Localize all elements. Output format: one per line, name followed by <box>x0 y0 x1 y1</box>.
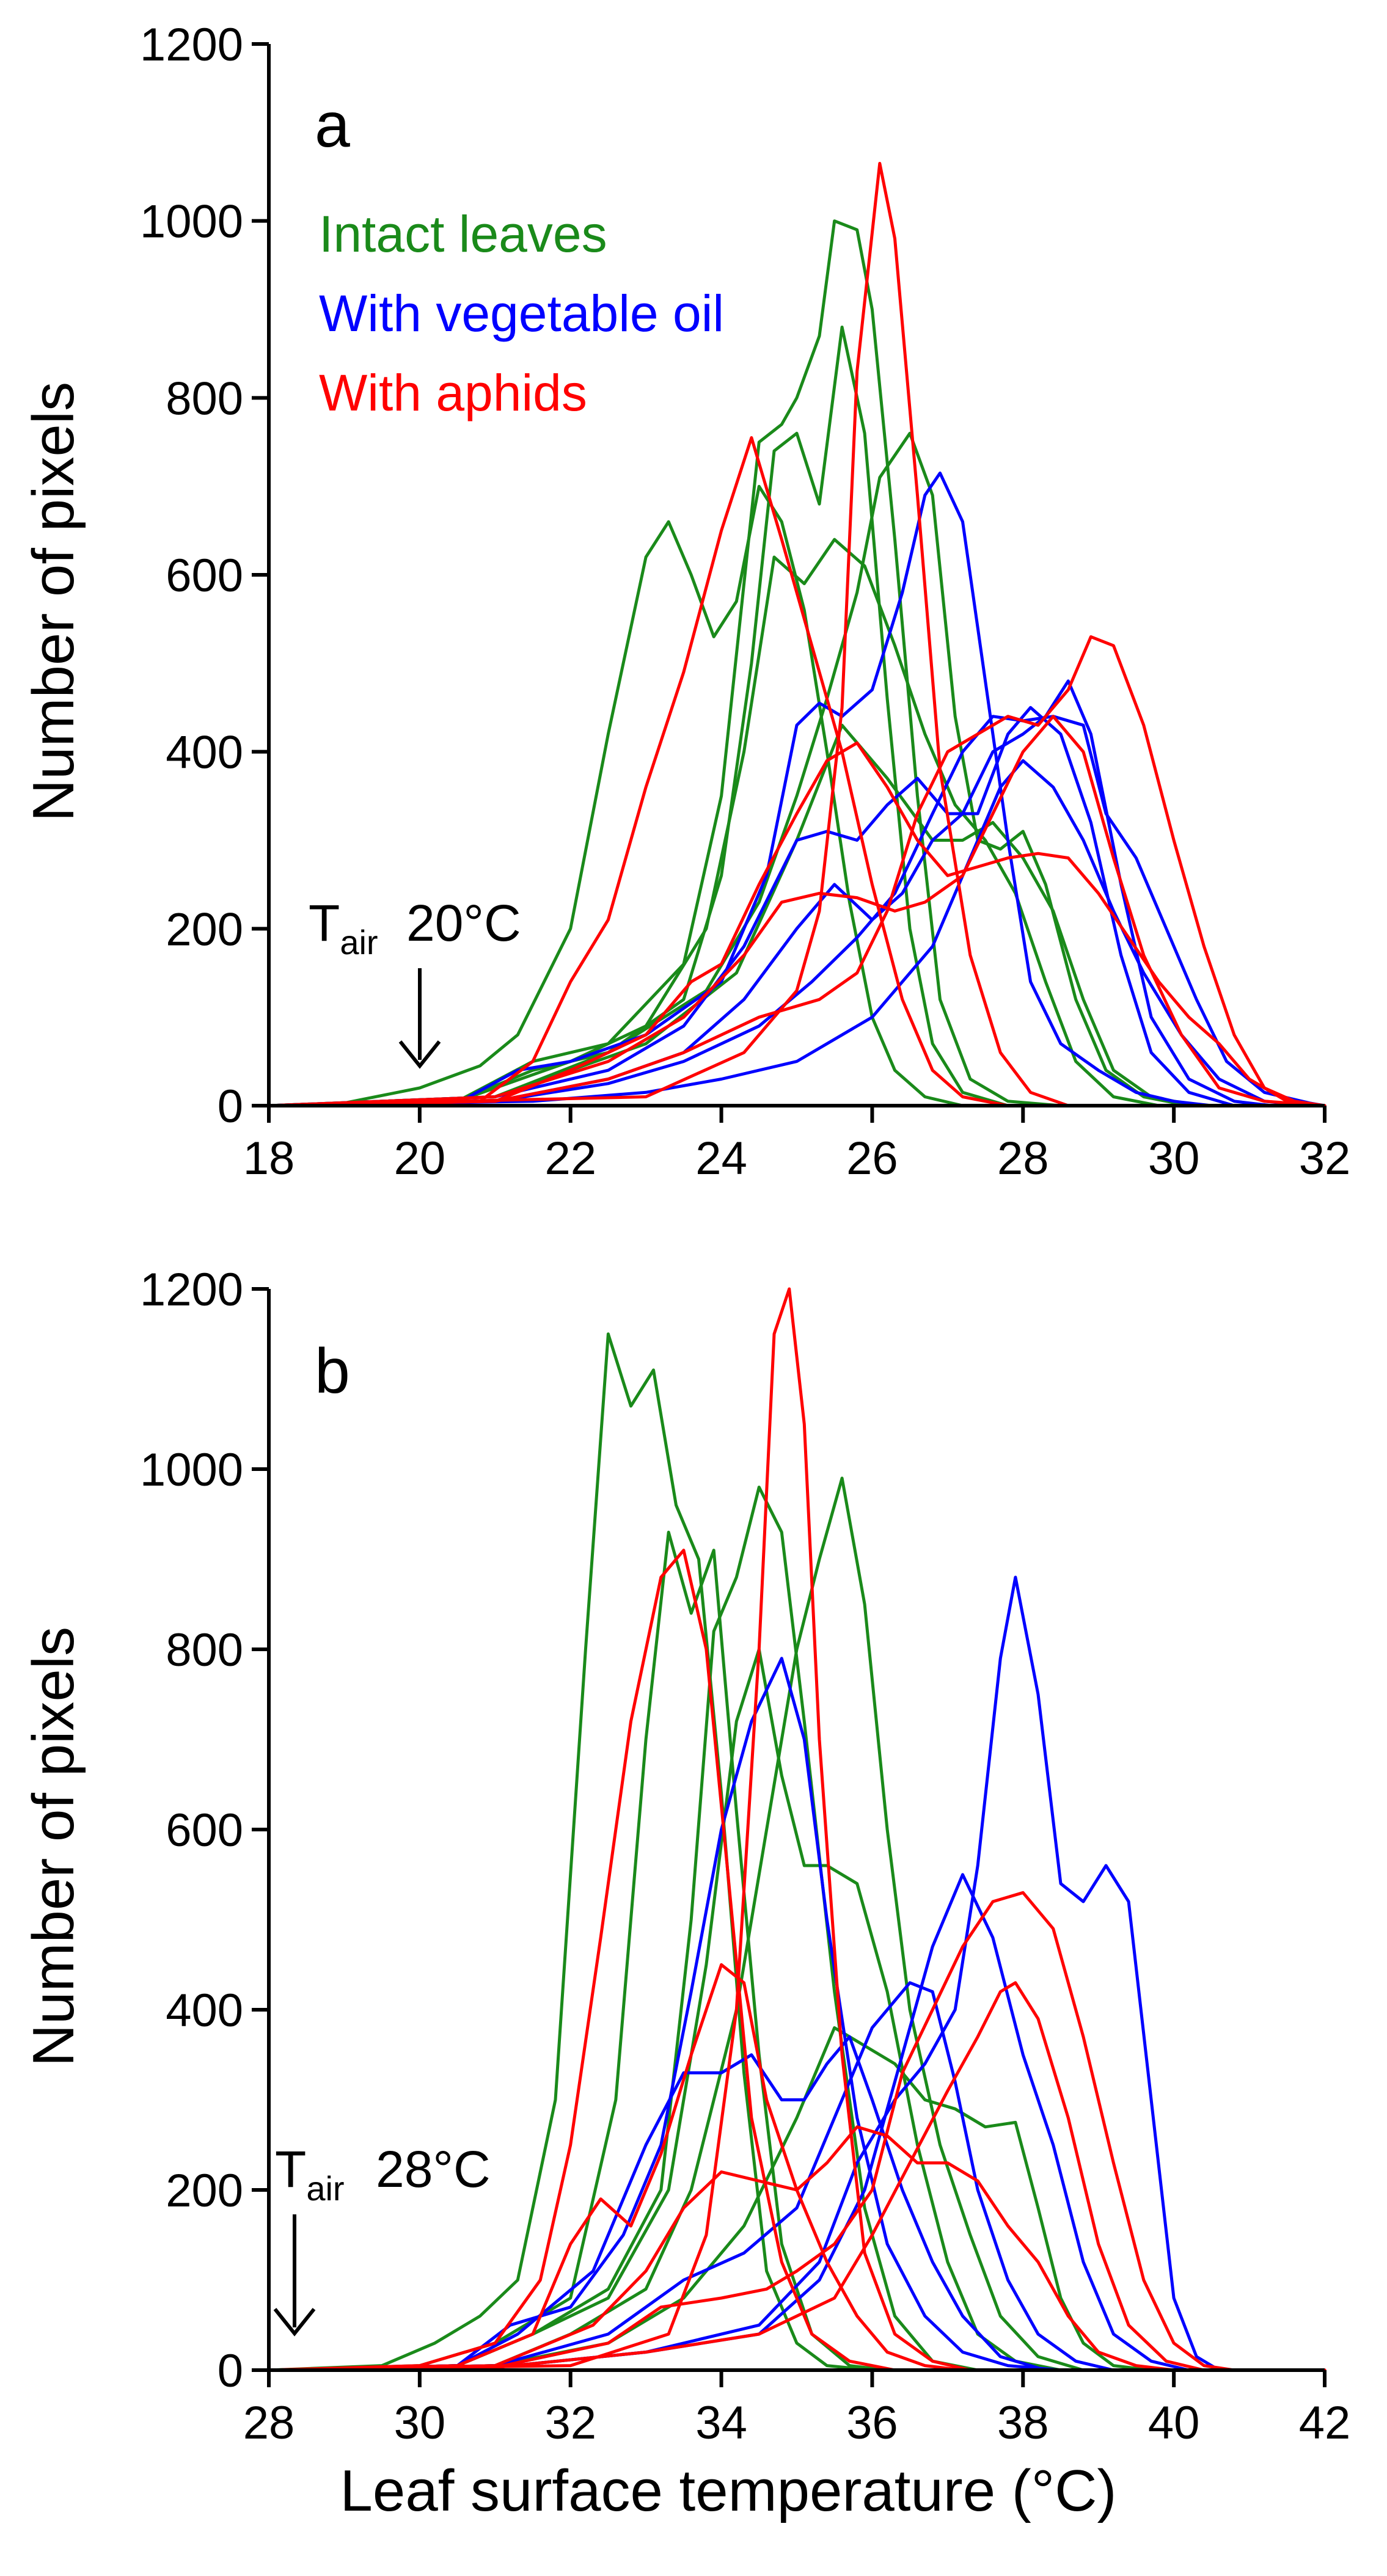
legend-entry-intact-leaves: Intact leaves <box>319 205 607 263</box>
y-axis-title-a: Number of pixels <box>21 382 86 822</box>
series-line-b-5 <box>267 1476 1327 2372</box>
series-line-b-9 <box>267 1981 1327 2372</box>
tair-symbol-a: Tair <box>309 894 378 961</box>
legend: Intact leaves With vegetable oil With ap… <box>319 205 724 421</box>
x-tick-label-a: 30 <box>1148 1133 1200 1184</box>
x-tick-label-b: 42 <box>1299 2397 1351 2449</box>
series-line-a-11 <box>267 759 1327 1107</box>
x-tick-label-a: 26 <box>846 1133 898 1184</box>
x-tick-label-a: 18 <box>243 1133 295 1184</box>
series-line-a-1 <box>267 484 1327 1107</box>
y-tick-label-b: 1000 <box>140 1444 243 1496</box>
tair-symbol-b: Tair <box>275 2140 345 2208</box>
series-line-a-14 <box>267 715 1327 1107</box>
y-tick-label-b: 0 <box>218 2345 243 2397</box>
y-tick-label-b: 600 <box>166 1804 243 1856</box>
series-line-a-2 <box>267 219 1327 1107</box>
x-tick-label-a: 24 <box>695 1133 747 1184</box>
series-line-b-6 <box>267 2026 1327 2372</box>
y-tick-label-a: 800 <box>166 373 243 425</box>
y-tick-label-a: 1000 <box>140 196 243 248</box>
x-tick-label-b: 30 <box>394 2397 446 2449</box>
tair-value-a: 20°C <box>406 894 521 952</box>
tair-main-a: T <box>309 894 340 952</box>
series-line-a-13 <box>267 741 1327 1107</box>
series-line-b-13 <box>267 1963 1327 2372</box>
series-line-a-10 <box>267 715 1327 1107</box>
x-tick-label-b: 36 <box>846 2397 898 2449</box>
series-line-a-3 <box>267 326 1327 1107</box>
y-tick-label-b: 800 <box>166 1624 243 1676</box>
y-tick-label-a: 0 <box>218 1081 243 1133</box>
series-line-b-1 <box>267 1332 1327 2372</box>
y-tick-label-b: 1200 <box>140 1264 243 1316</box>
axes-b: 0 200 400 600 800 1000 1200 28 30 32 34 36 38 40 42 <box>140 1264 1350 2449</box>
x-tick-label-b: 38 <box>997 2397 1049 2449</box>
tair-subscript-b: air <box>306 2169 344 2208</box>
axes-a: 0 200 400 600 800 1000 1200 18 20 22 24 26 28 30 32 <box>140 19 1350 1184</box>
x-axis-title: Leaf surface temperature (°C) <box>340 2458 1117 2523</box>
tair-subscript-a: air <box>340 923 378 961</box>
y-tick-label-b: 200 <box>166 2165 243 2217</box>
tair-arrow-head-a <box>398 1040 441 1069</box>
series-line-b-3 <box>267 1486 1327 2372</box>
legend-entry-vegetable-oil: With vegetable oil <box>319 285 724 342</box>
x-tick-label-b: 32 <box>544 2397 596 2449</box>
tair-value-b: 28°C <box>376 2140 491 2198</box>
x-tick-label-a: 20 <box>394 1133 446 1184</box>
series-line-a-12 <box>267 436 1327 1107</box>
series-line-a-9 <box>267 679 1327 1107</box>
legend-entry-aphids: With aphids <box>319 364 587 421</box>
series-line-b-16 <box>267 1287 1327 2372</box>
series-line-a-16 <box>267 162 1327 1107</box>
series-line-b-10 <box>267 1575 1327 2372</box>
x-tick-label-b: 28 <box>243 2397 295 2449</box>
series-line-b-12 <box>267 1549 1327 2372</box>
x-tick-label-b: 34 <box>695 2397 747 2449</box>
series-line-a-15 <box>267 635 1327 1107</box>
tair-annotation-a: Tair 20°C <box>309 894 521 1069</box>
series-line-a-4 <box>267 538 1327 1107</box>
series-line-b-4 <box>267 1647 1327 2372</box>
series-group-b <box>267 1287 1327 2372</box>
tair-arrow-head-b <box>273 2308 316 2337</box>
panel-a: a Intact leaves With vegetable oil With … <box>21 19 1350 1184</box>
x-tick-label-a: 28 <box>997 1133 1049 1184</box>
y-axis-title-b: Number of pixels <box>21 1627 86 2067</box>
panel-letter-a: a <box>315 90 350 161</box>
y-tick-label-a: 600 <box>166 550 243 602</box>
tair-main-b: T <box>275 2140 306 2198</box>
x-tick-label-a: 32 <box>1299 1133 1351 1184</box>
series-line-b-7 <box>267 1657 1327 2372</box>
y-tick-label-a: 400 <box>166 727 243 779</box>
panel-letter-b: b <box>315 1336 350 1407</box>
series-line-b-17 <box>267 1981 1327 2372</box>
x-tick-label-b: 40 <box>1148 2397 1200 2449</box>
y-tick-label-a: 200 <box>166 903 243 955</box>
series-group-a <box>267 162 1327 1107</box>
tair-annotation-b: Tair 28°C <box>273 2140 491 2337</box>
y-tick-label-b: 400 <box>166 1985 243 2037</box>
y-tick-label-a: 1200 <box>140 19 243 71</box>
series-line-b-8 <box>267 2035 1327 2372</box>
x-tick-label-a: 22 <box>544 1133 596 1184</box>
panel-b: b Number of pixels Leaf surface temperat… <box>21 1264 1350 2523</box>
series-line-b-15 <box>267 1891 1327 2372</box>
